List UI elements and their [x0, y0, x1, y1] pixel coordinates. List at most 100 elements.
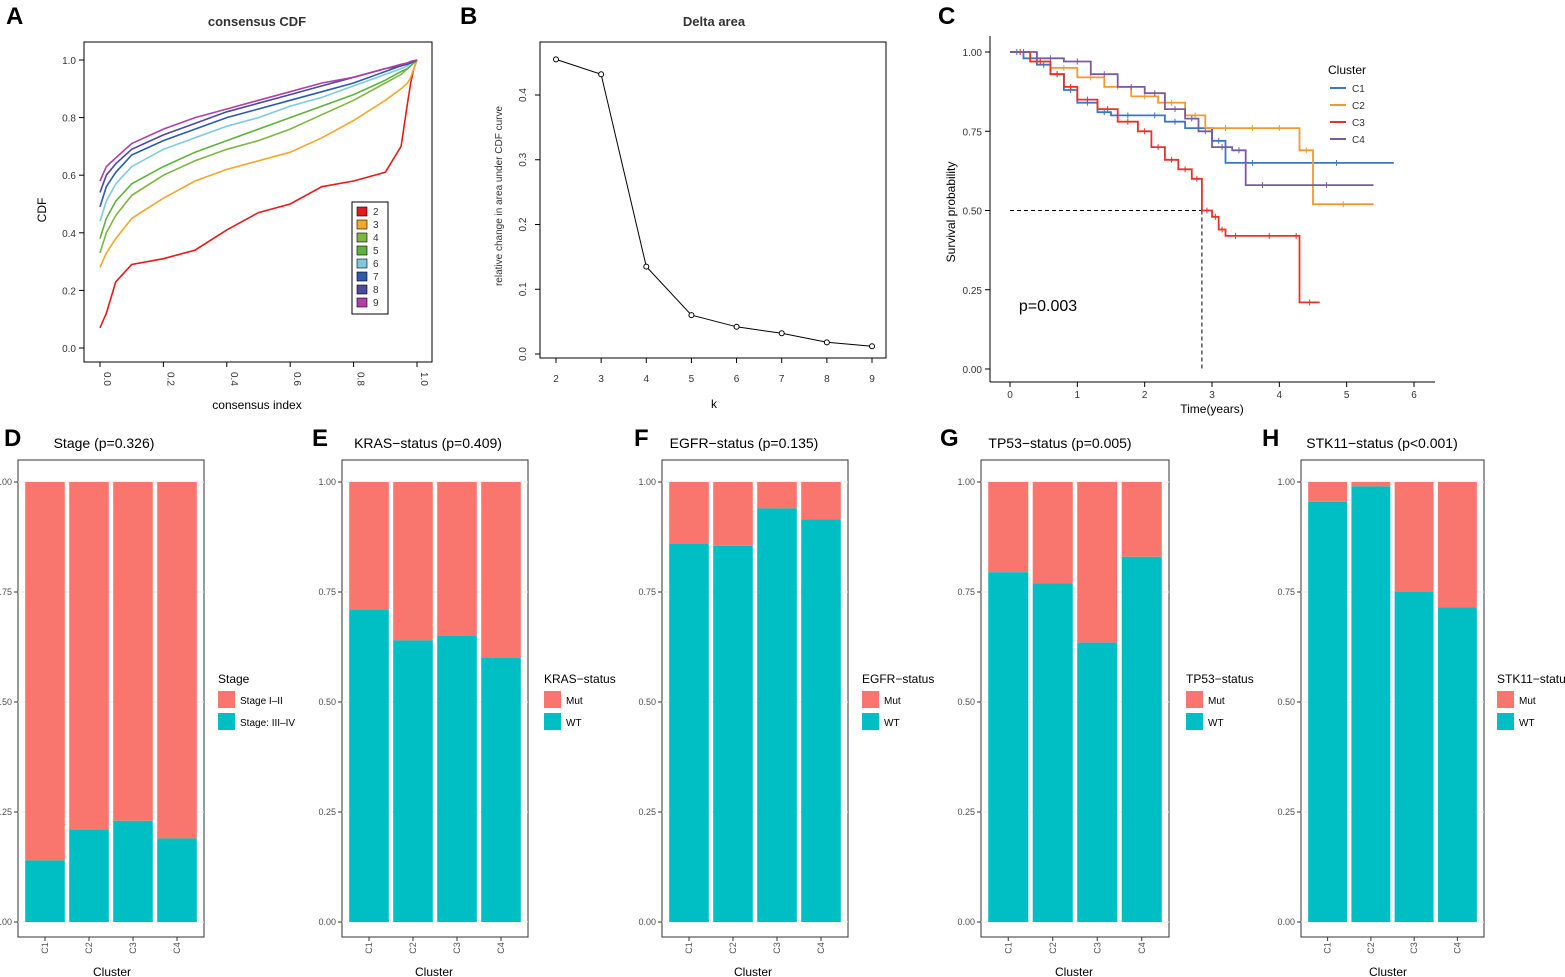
panel-c-xtick-label: 4	[1277, 390, 1283, 401]
panel-d-bar-mut	[69, 482, 109, 830]
panel-b-xtick-label: 3	[598, 374, 604, 385]
panel-g-bar-wt	[988, 572, 1029, 922]
panel-b-xlabel: k	[711, 397, 718, 411]
panel-c-xtick-label: 6	[1411, 390, 1417, 401]
panel-h-bar-mut	[1308, 482, 1348, 502]
panel-e-xlabel: Cluster	[415, 965, 453, 977]
panel-h-bar-wt	[1394, 592, 1434, 922]
panel-a-xtick-label: 0.6	[291, 372, 302, 386]
panel-a-title: consensus CDF	[208, 14, 306, 29]
panel-g-ytick-label: 1.00	[957, 477, 975, 487]
panel-c-legend-label: C4	[1352, 135, 1365, 146]
panel-e-bar-wt	[349, 609, 389, 922]
panel-c-xlabel: Time(years)	[1180, 402, 1244, 416]
panel-c-xtick-label: 3	[1209, 390, 1215, 401]
panel-letter-h: H	[1262, 425, 1279, 452]
panel-a-ytick-label: 0.0	[62, 344, 76, 355]
panel-a-legend-label: 9	[373, 298, 379, 309]
panel-b-xtick-label: 8	[824, 374, 830, 385]
panel-g-legend-label: Mut	[1208, 696, 1225, 707]
panel-e-xtick-label: C3	[452, 942, 462, 954]
panel-b-xtick-label: 5	[689, 374, 695, 385]
panel-a-xtick-label: 0.0	[101, 372, 112, 386]
panel-c-legend-label: C3	[1352, 118, 1365, 129]
panel-e-xtick-label: C2	[408, 942, 418, 954]
panel-f-xtick-label: C3	[772, 942, 782, 954]
panel-a-legend-label: 4	[373, 233, 379, 244]
panel-g-title: TP53−status (p=0.005)	[988, 435, 1131, 451]
panel-c-legend-label: C2	[1352, 101, 1365, 112]
panel-d-xlabel: Cluster	[93, 965, 131, 977]
panel-f-legend-label: WT	[884, 718, 900, 729]
panel-d-bar-mut	[113, 482, 153, 821]
panel-letter-b: B	[460, 3, 477, 30]
panel-c-curve	[1010, 51, 1320, 304]
panel-f-legend-swatch	[862, 691, 879, 708]
panel-a-legend-swatch	[356, 297, 368, 308]
panel-d-ytick-label: 0.25	[0, 807, 12, 817]
panel-g-legend-swatch	[1186, 713, 1203, 730]
panel-e-ytick-label: 1.00	[318, 477, 336, 487]
panel-h-legend-swatch	[1497, 713, 1514, 730]
panel-letter-a: A	[6, 3, 23, 30]
panel-h-bar-wt	[1437, 607, 1477, 922]
panel-b-ylabel: relative change in area under CDF curve	[494, 106, 505, 287]
panel-a-legend-label: 3	[373, 220, 379, 231]
panel-d-legend-swatch	[218, 713, 235, 730]
panel-a-series-line	[99, 59, 418, 182]
panel-g-ytick-label: 0.75	[957, 587, 975, 597]
panel-f-egfr: EGFR−status (p=0.135) Cluster EGFR−statu…	[638, 435, 934, 977]
panel-h-bar-mut	[1351, 482, 1391, 487]
panel-h-ytick-label: 0.25	[1277, 807, 1295, 817]
panel-d-xtick-label: C2	[84, 942, 94, 954]
panel-g-bar-wt	[1077, 642, 1118, 922]
panel-f-xtick-label: C2	[728, 942, 738, 954]
panel-h-title: STK11−status (p<0.001)	[1306, 435, 1458, 451]
panel-g-legend-swatch	[1186, 691, 1203, 708]
panel-e-legend-title: KRAS−status	[544, 672, 616, 686]
panel-h-legend-label: WT	[1519, 718, 1535, 729]
panel-e-bar-mut	[349, 482, 389, 610]
panel-b-point	[869, 343, 875, 350]
panel-a-xtick-label: 0.8	[355, 372, 366, 386]
panel-d-legend-label: Stage I–II	[240, 696, 283, 707]
panel-c-curve	[1010, 51, 1374, 186]
panel-a-legend-swatch	[356, 271, 368, 282]
panel-a-frame	[83, 41, 433, 363]
panel-g-xtick-label: C2	[1048, 942, 1058, 954]
panel-e-legend-swatch	[544, 691, 561, 708]
panel-a-ytick-label: 1.0	[62, 56, 76, 67]
panel-b-ytick-label: 0.4	[518, 88, 529, 102]
panel-f-ytick-label: 1.00	[638, 477, 656, 487]
panel-h-xtick-label: C1	[1323, 942, 1333, 954]
panel-e-bar-wt	[393, 640, 433, 922]
panel-d-bar-wt	[113, 820, 153, 922]
panel-b-xtick-label: 4	[644, 374, 650, 385]
panel-f-bar-mut	[669, 482, 709, 544]
panel-c-ytick-label: 0.25	[963, 286, 983, 297]
panel-g-ytick-label: 0.25	[957, 807, 975, 817]
panel-b-point	[553, 56, 559, 63]
panel-a-xtick-label: 0.2	[164, 372, 175, 386]
panel-c-ytick-label: 0.50	[963, 207, 983, 218]
panel-f-bar-wt	[669, 543, 709, 922]
panel-g-ytick-label: 0.50	[957, 697, 975, 707]
panel-c-ylabel: Survival probability	[944, 162, 958, 263]
panel-a-legend-swatch	[356, 245, 368, 256]
panel-d-xtick-label: C1	[40, 942, 50, 954]
panel-a-xtick-label: 1.0	[418, 372, 429, 386]
panel-f-ytick-label: 0.25	[638, 807, 656, 817]
panel-b-xtick-label: 7	[779, 374, 785, 385]
panel-f-bar-mut	[757, 482, 797, 509]
panel-a-legend-swatch	[356, 232, 368, 243]
panel-e-kras: KRAS−status (p=0.409) Cluster KRAS−statu…	[318, 435, 615, 977]
panel-b-point	[778, 330, 785, 337]
panel-g-xlabel: Cluster	[1055, 965, 1093, 977]
panel-e-xtick-label: C1	[364, 942, 374, 954]
panel-b-xtick-label: 2	[553, 374, 559, 385]
panel-g-tp53: TP53−status (p=0.005) Cluster TP53−statu…	[957, 435, 1253, 977]
panel-h-xtick-label: C2	[1366, 942, 1376, 954]
panel-b-point	[688, 312, 695, 319]
panel-f-legend-label: Mut	[884, 696, 901, 707]
panel-h-legend-swatch	[1497, 691, 1514, 708]
